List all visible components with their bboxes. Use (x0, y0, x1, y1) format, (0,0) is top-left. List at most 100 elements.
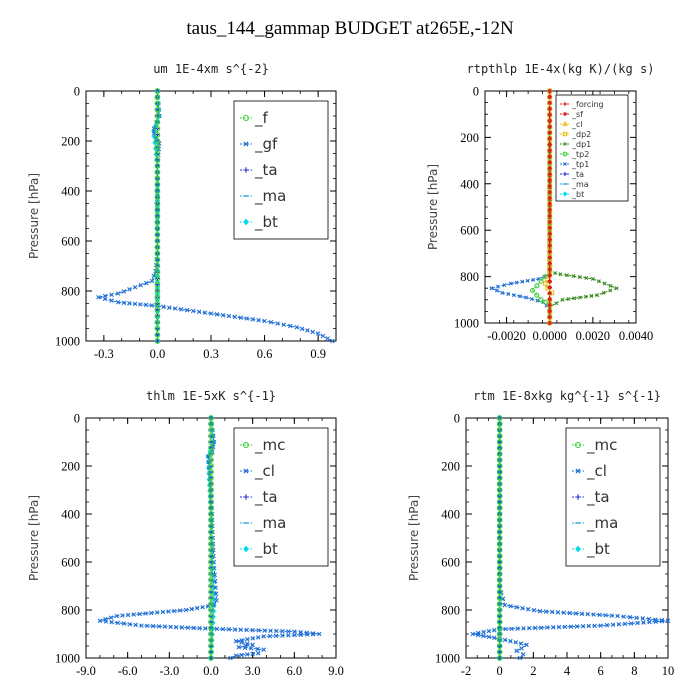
legend-marker (562, 111, 568, 117)
data-point (208, 541, 214, 547)
x-tick-label: 0.3 (203, 347, 219, 361)
data-point (547, 267, 552, 272)
data-point (547, 285, 552, 290)
data-point (214, 626, 220, 632)
data-point (526, 606, 531, 612)
data-point (317, 631, 322, 637)
data-point (547, 148, 552, 153)
data-point (496, 505, 503, 511)
data-point (168, 624, 173, 630)
data-point (213, 585, 218, 590)
legend-marker (562, 120, 568, 126)
data-point (288, 323, 293, 329)
data-point (208, 481, 214, 487)
data-point (120, 613, 125, 618)
data-point (154, 113, 161, 119)
data-point (515, 626, 520, 631)
data-point (154, 131, 161, 138)
data-point (537, 608, 543, 614)
legend-label: _gf (254, 135, 278, 154)
chart-title: rtpthlp 1E-4x(kg K)/(kg s) (467, 62, 655, 76)
data-point (108, 615, 114, 620)
data-point (496, 601, 503, 607)
data-point (568, 624, 574, 629)
data-point (496, 517, 503, 523)
data-point (273, 633, 279, 639)
data-point (154, 175, 161, 182)
data-point (239, 640, 244, 645)
data-point (149, 278, 155, 284)
data-point (547, 255, 552, 260)
legend-marker (243, 218, 249, 226)
data-point (208, 311, 214, 316)
series-mc (208, 415, 214, 661)
data-point (585, 611, 590, 617)
legend-label: _forcing (571, 100, 604, 109)
y-tick-label: 400 (441, 508, 460, 522)
data-point (640, 616, 646, 621)
legend-marker (243, 468, 249, 474)
legend-label: _dp2 (571, 130, 591, 139)
data-point (208, 601, 214, 607)
data-point (635, 620, 640, 626)
data-point (547, 207, 552, 213)
data-point (200, 604, 205, 610)
y-tick-label: 200 (61, 460, 80, 474)
data-point (506, 291, 511, 297)
data-point (154, 269, 161, 276)
data-point (208, 625, 214, 631)
data-point (173, 306, 178, 311)
data-point (115, 620, 121, 626)
data-point (470, 631, 476, 637)
data-point (208, 559, 214, 565)
data-point (610, 622, 616, 628)
data-point (143, 611, 148, 616)
data-point (502, 637, 508, 643)
data-point (547, 320, 552, 326)
legend: _mc _cl _ta _ma _bt (565, 427, 661, 567)
data-point (238, 315, 244, 320)
data-point (547, 314, 552, 320)
data-point (665, 618, 671, 624)
legend-label: _cl (586, 462, 607, 481)
data-point (184, 307, 190, 313)
data-point (584, 275, 589, 281)
data-point (547, 297, 552, 302)
data-point (494, 288, 499, 293)
data-point (609, 613, 614, 618)
legend-label: _f (254, 109, 269, 128)
data-point (97, 618, 103, 624)
data-point (525, 278, 530, 283)
data-point (244, 637, 250, 642)
data-point (208, 649, 214, 655)
data-point (547, 106, 552, 112)
data-point (496, 607, 503, 613)
data-point (550, 625, 556, 630)
legend: _mc _cl _ta _ma _bt (233, 427, 329, 567)
data-point (242, 645, 248, 651)
x-tick-label: -2 (461, 664, 471, 678)
data-point (154, 325, 161, 332)
data-point (154, 319, 161, 326)
data-point (183, 607, 189, 613)
data-point (628, 621, 634, 626)
legend-marker (242, 114, 250, 122)
data-point (579, 611, 585, 617)
data-point (531, 607, 537, 613)
data-point (127, 301, 132, 306)
y-tick-label: 400 (61, 185, 80, 199)
data-point (226, 627, 232, 632)
data-point (496, 577, 503, 583)
data-point (121, 621, 126, 626)
data-point (534, 292, 540, 298)
y-tick-label: 200 (460, 131, 479, 145)
data-point (154, 338, 160, 344)
data-point (274, 628, 279, 634)
data-point (208, 439, 214, 445)
data-point (547, 112, 552, 117)
legend-label: _dp1 (571, 140, 591, 149)
data-point (109, 619, 115, 625)
data-point (208, 415, 214, 421)
data-point (513, 640, 519, 645)
data-point (503, 626, 508, 632)
